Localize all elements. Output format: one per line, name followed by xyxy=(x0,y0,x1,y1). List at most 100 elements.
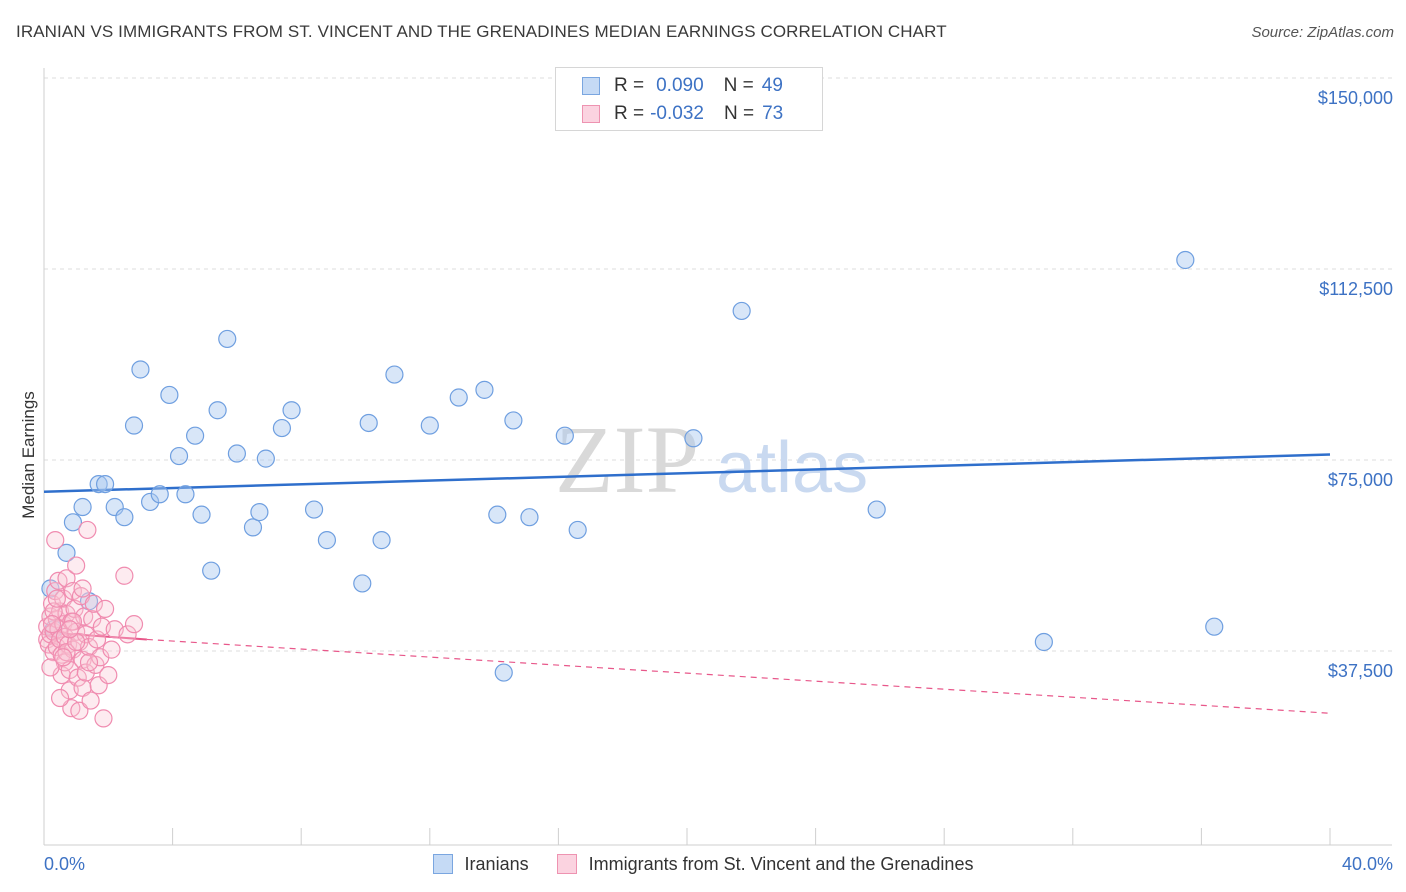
r-value: 0.090 xyxy=(656,75,704,96)
point-iranians-41 xyxy=(684,429,703,448)
point-immigrants-45 xyxy=(81,691,100,710)
watermark-zip: ZIP xyxy=(555,406,699,513)
point-iranians-22 xyxy=(250,503,269,522)
point-iranians-14 xyxy=(176,485,195,504)
point-iranians-35 xyxy=(488,505,507,524)
point-iranians-21 xyxy=(243,518,263,537)
point-iranians-16 xyxy=(192,505,211,524)
point-iranians-4 xyxy=(89,474,108,494)
tick-labels: $37,500 $75,000 $112,500 $150,000 0.0% 40.0% xyxy=(44,88,1393,874)
point-immigrants-32 xyxy=(67,556,86,575)
y-tick-label: $112,500 xyxy=(1319,279,1393,299)
y-axis-label: Median Earnings xyxy=(19,391,38,519)
n-value: 73 xyxy=(762,103,784,124)
point-iranians-42 xyxy=(732,301,751,321)
legend-row-immigrants: R = -0.032 N = 73 xyxy=(582,101,783,127)
data-points xyxy=(38,250,1224,728)
point-iranians-28 xyxy=(353,574,372,593)
point-iranians-23 xyxy=(256,449,275,468)
point-iranians-8 xyxy=(124,416,144,435)
point-immigrants-61 xyxy=(41,658,60,677)
legend-label: Iranians xyxy=(464,853,529,874)
n-value: 49 xyxy=(761,75,783,96)
legend-item-iranians: Iranians xyxy=(432,853,529,875)
point-iranians-24 xyxy=(272,418,292,438)
point-iranians-29 xyxy=(359,413,378,433)
point-iranians-46 xyxy=(1205,617,1224,636)
point-immigrants-43 xyxy=(78,520,97,540)
legend-swatch-pink xyxy=(582,105,600,123)
legend-swatch-blue xyxy=(582,77,600,95)
point-immigrants-47 xyxy=(84,594,103,613)
point-immigrants-58 xyxy=(115,566,134,585)
y-tick-label: $150,000 xyxy=(1318,88,1393,108)
point-immigrants-42 xyxy=(76,663,95,682)
trend-line-iranians xyxy=(43,453,1331,493)
point-iranians-34 xyxy=(475,380,494,399)
legend-swatch-blue xyxy=(432,854,453,874)
point-immigrants-36 xyxy=(70,701,89,720)
point-iranians-33 xyxy=(449,388,468,407)
watermark: ZIP atlas xyxy=(555,406,868,513)
point-immigrants-18 xyxy=(54,589,73,608)
point-immigrants-69 xyxy=(54,648,73,667)
point-iranians-43 xyxy=(867,500,886,519)
point-immigrants-67 xyxy=(73,579,92,598)
r-label: R = xyxy=(614,103,645,124)
y-tick-label: $37,500 xyxy=(1328,661,1393,681)
r-label: R = xyxy=(614,75,645,96)
point-iranians-15 xyxy=(186,426,205,445)
point-immigrants-68 xyxy=(47,589,66,608)
point-iranians-27 xyxy=(317,531,337,550)
gridlines xyxy=(44,77,1392,652)
point-immigrants-63 xyxy=(50,688,70,708)
point-iranians-26 xyxy=(304,500,324,519)
point-iranians-45 xyxy=(1176,250,1195,270)
legend-item-immigrants: Immigrants from St. Vincent and the Gren… xyxy=(556,853,974,875)
point-immigrants-56 xyxy=(102,640,121,659)
point-iranians-44 xyxy=(1034,632,1053,652)
point-iranians-36 xyxy=(494,663,513,682)
point-iranians-30 xyxy=(372,531,391,550)
point-iranians-3 xyxy=(73,497,92,517)
point-iranians-37 xyxy=(504,411,523,430)
legend-row-iranians: R = 0.090 N = 49 xyxy=(582,73,783,99)
y-tick-label: $75,000 xyxy=(1328,470,1393,490)
point-iranians-2 xyxy=(63,513,83,532)
n-label: N = xyxy=(723,75,754,96)
point-immigrants-70 xyxy=(60,620,79,639)
point-immigrants-60 xyxy=(124,615,144,634)
x-tick-label-max: 40.0% xyxy=(1342,854,1393,874)
point-immigrants-53 xyxy=(94,709,113,728)
point-iranians-7 xyxy=(115,508,134,527)
point-iranians-39 xyxy=(555,426,574,445)
point-immigrants-72 xyxy=(42,615,62,634)
chart-title: IRANIAN VS IMMIGRANTS FROM ST. VINCENT A… xyxy=(16,22,947,41)
point-immigrants-71 xyxy=(79,653,99,672)
point-iranians-9 xyxy=(131,360,150,379)
n-label: N = xyxy=(723,103,755,124)
point-immigrants-55 xyxy=(99,665,118,685)
point-immigrants-59 xyxy=(118,625,137,644)
point-iranians-38 xyxy=(520,508,539,527)
point-iranians-5 xyxy=(95,474,115,494)
point-immigrants-8 xyxy=(46,531,65,550)
point-immigrants-54 xyxy=(95,599,115,618)
trend-line-immigrants-dashed xyxy=(146,638,1331,714)
x-tick-label-min: 0.0% xyxy=(44,854,85,874)
point-iranians-32 xyxy=(420,416,439,435)
legend-swatch-pink xyxy=(556,854,577,874)
point-iranians-12 xyxy=(160,385,179,405)
point-iranians-11 xyxy=(150,485,169,504)
point-iranians-19 xyxy=(218,329,237,349)
point-iranians-17 xyxy=(202,561,221,580)
axes xyxy=(43,68,1392,846)
source-credit: Source: ZipAtlas.com xyxy=(1251,24,1394,41)
point-iranians-40 xyxy=(568,520,587,540)
legend-label: Immigrants from St. Vincent and the Gren… xyxy=(588,853,974,874)
point-iranians-25 xyxy=(282,401,301,420)
point-iranians-10 xyxy=(140,492,160,512)
point-iranians-20 xyxy=(227,444,246,463)
r-value: -0.032 xyxy=(650,103,704,124)
